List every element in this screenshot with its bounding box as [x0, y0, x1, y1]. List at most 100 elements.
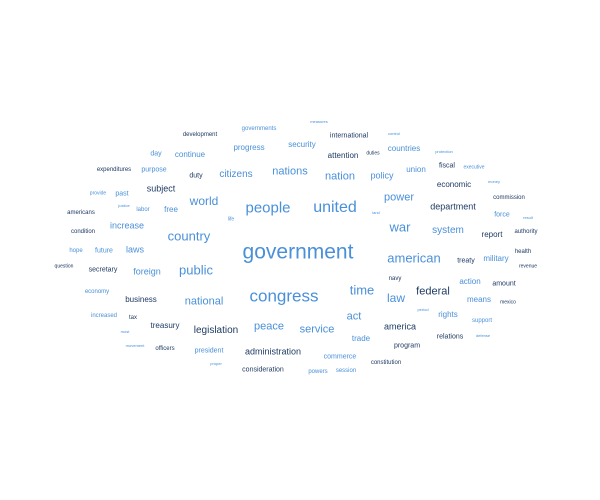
cloud-word: economic — [436, 180, 472, 189]
cloud-word: legislation — [193, 325, 239, 336]
cloud-word: department — [430, 201, 476, 212]
cloud-word: tax — [128, 315, 138, 321]
cloud-word: american — [387, 250, 441, 266]
cloud-word: program — [393, 342, 421, 350]
cloud-word: trade — [351, 334, 371, 343]
cloud-word: subject — [146, 183, 176, 194]
cloud-word: question — [54, 263, 74, 270]
cloud-word: past — [115, 190, 129, 198]
cloud-word: day — [150, 150, 162, 158]
cloud-word: period — [417, 307, 429, 312]
cloud-word: money — [487, 179, 501, 184]
cloud-word: means — [466, 295, 492, 304]
cloud-word: united — [313, 199, 357, 216]
cloud-word: measures — [310, 119, 328, 124]
cloud-word: commerce — [323, 353, 357, 361]
cloud-word: increase — [109, 220, 145, 231]
cloud-word: economy — [84, 289, 110, 295]
cloud-word: governments — [241, 126, 277, 132]
cloud-word: government — [242, 240, 354, 264]
cloud-word: development — [182, 132, 218, 138]
cloud-word: health — [514, 249, 532, 255]
cloud-word: condition — [70, 229, 96, 235]
cloud-word: treaty — [457, 257, 475, 265]
cloud-word: power — [384, 191, 414, 204]
cloud-word: attention — [327, 151, 359, 160]
cloud-word: peace — [254, 320, 284, 333]
cloud-word: session — [335, 368, 357, 374]
cloud-word: increased — [90, 313, 118, 319]
cloud-word: people — [245, 199, 291, 217]
cloud-word: purpose — [141, 166, 167, 174]
cloud-word: americans — [67, 210, 95, 216]
cloud-word: system — [432, 225, 464, 236]
cloud-word: justice — [118, 203, 130, 208]
cloud-word: action — [459, 277, 481, 286]
cloud-word: policy — [370, 170, 394, 181]
cloud-word: nations — [272, 165, 308, 178]
cloud-word: america — [383, 321, 417, 332]
cloud-word: fiscal — [439, 162, 455, 170]
cloud-word: nation — [325, 170, 355, 183]
cloud-word: congress — [249, 286, 319, 306]
cloud-word: relations — [436, 333, 464, 341]
cloud-word: navy — [388, 276, 402, 282]
cloud-word: time — [349, 282, 375, 298]
cloud-word: laws — [125, 244, 145, 255]
cloud-word: mexico — [500, 299, 516, 306]
cloud-word: free — [164, 205, 178, 214]
cloud-word: law — [386, 291, 406, 305]
cloud-word: support — [471, 318, 493, 324]
cloud-word: continue — [174, 150, 206, 159]
cloud-word: countries — [387, 144, 421, 153]
cloud-word: business — [125, 295, 157, 304]
cloud-word: service — [299, 323, 335, 336]
cloud-word: control — [387, 131, 401, 136]
cloud-word: executive — [463, 164, 485, 171]
cloud-word: duty — [189, 172, 203, 180]
cloud-word: military — [483, 254, 509, 263]
cloud-word: duties — [366, 150, 380, 157]
cloud-word: treasury — [150, 321, 180, 330]
cloud-word: security — [288, 140, 316, 149]
cloud-word: labor — [136, 207, 150, 213]
cloud-word: world — [189, 194, 219, 208]
cloud-word: rights — [438, 310, 458, 319]
cloud-word: authority — [514, 229, 538, 235]
cloud-word: defense — [475, 333, 491, 338]
cloud-word: powers — [308, 369, 328, 375]
cloud-word: act — [346, 310, 362, 323]
cloud-word: officers — [155, 346, 175, 352]
cloud-word: result — [523, 215, 533, 220]
cloud-word: constitution — [370, 360, 402, 366]
cloud-word: national — [184, 295, 224, 308]
cloud-word: amount — [492, 280, 516, 288]
cloud-word: war — [389, 219, 411, 235]
cloud-word: international — [329, 132, 369, 140]
cloud-word: report — [481, 230, 503, 239]
cloud-word: most — [120, 329, 130, 334]
cloud-word: movement — [125, 343, 145, 348]
cloud-word: land — [372, 210, 380, 215]
cloud-word: hope — [69, 248, 83, 254]
cloud-word: public — [179, 262, 213, 278]
cloud-word: union — [406, 165, 426, 174]
cloud-word: secretary — [88, 266, 118, 274]
cloud-word: country — [167, 228, 211, 244]
cloud-word: future — [95, 247, 113, 255]
cloud-word: force — [494, 211, 510, 219]
cloud-word: foreign — [133, 266, 161, 277]
cloud-word: life — [227, 216, 235, 223]
cloud-word: citizens — [219, 169, 253, 180]
cloud-word: consideration — [242, 366, 284, 374]
cloud-word: proper — [210, 361, 222, 366]
cloud-word: expenditures — [96, 167, 132, 173]
cloud-word: administration — [244, 346, 302, 357]
cloud-word: revenue — [518, 263, 538, 270]
cloud-word: federal — [416, 285, 450, 298]
cloud-word: provide — [89, 190, 107, 197]
cloud-word: commission — [493, 195, 525, 201]
cloud-word: protection — [435, 149, 453, 154]
cloud-word: progress — [233, 143, 265, 152]
